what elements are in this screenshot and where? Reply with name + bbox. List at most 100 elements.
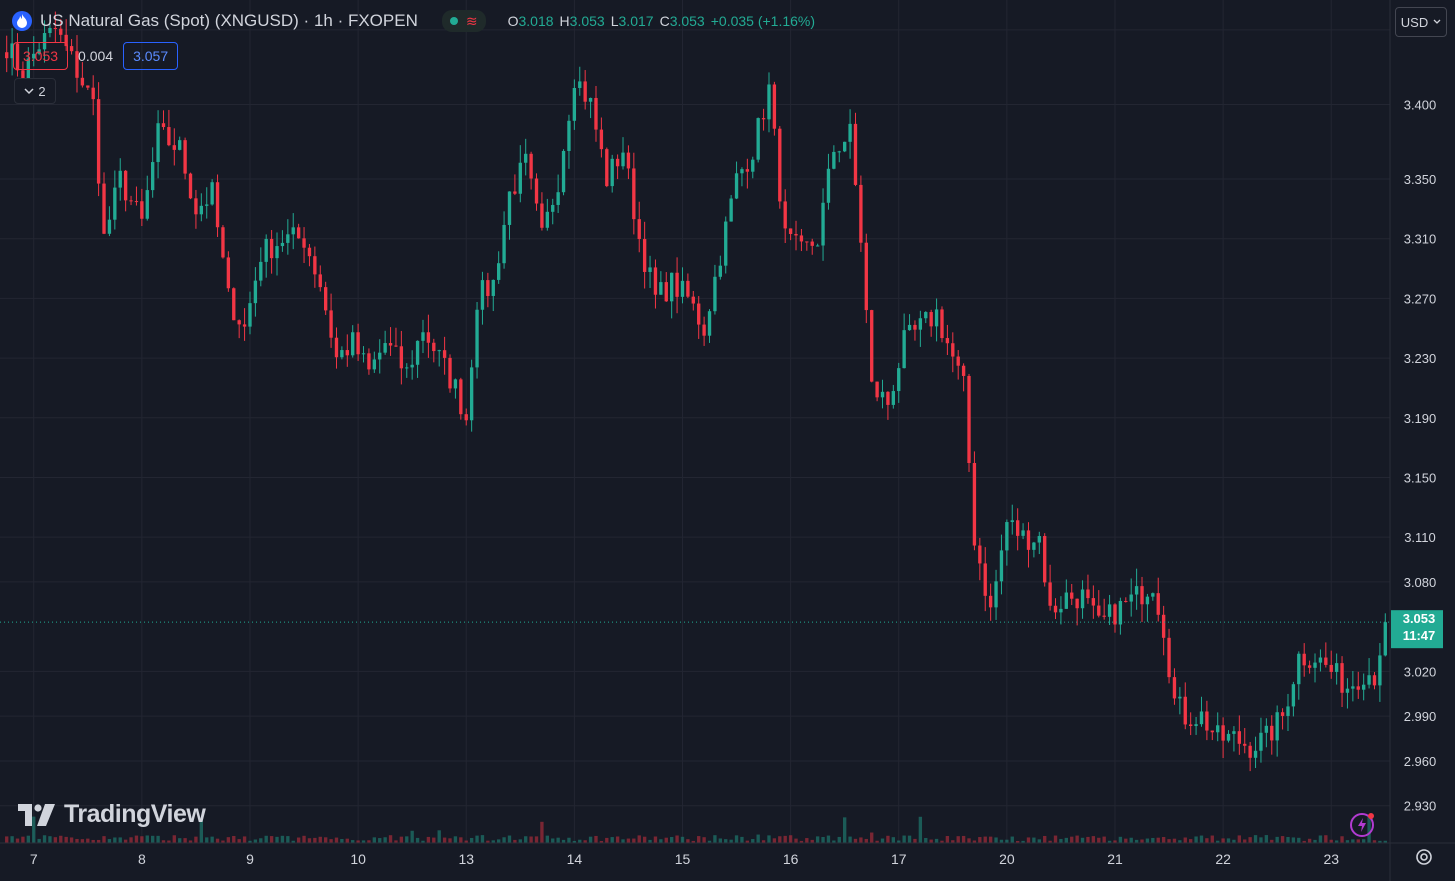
candle-body [237,320,241,325]
y-tick-label: 3.400 [1404,97,1437,112]
candle-body [778,128,782,202]
volume-bar [821,836,825,843]
y-tick-label: 3.310 [1404,232,1437,247]
candle-body [675,272,679,297]
candle-body [1021,530,1025,536]
volume-bar [848,836,852,843]
candle-body [410,364,414,368]
candle-body [1161,614,1166,638]
volume-bar [1205,838,1209,843]
volume-bar [1351,839,1355,843]
candle-body [1194,724,1198,727]
market-status-pill[interactable]: ≋ [441,10,486,32]
candle-body [188,173,193,199]
volume-bar [1248,837,1252,843]
volume-bar [26,835,31,843]
gear-icon[interactable] [1413,846,1435,868]
volume-bar [1378,840,1382,843]
volume-bar [642,836,647,843]
candle-body [734,173,739,199]
candle-body [513,191,517,194]
candle-body [1205,711,1209,731]
candle-body [588,97,593,102]
candle-body [653,267,658,295]
candle-body [491,279,495,296]
candle-body [1070,592,1074,599]
candle-body [1307,665,1312,668]
volume-bar [383,837,387,843]
volume-bar [437,830,441,843]
candle-body [167,127,171,146]
volume-bar [675,835,679,843]
volume-bar [1097,837,1101,843]
volume-bar [107,839,112,843]
quote-row: 3.053 0.004 3.057 [13,42,179,70]
candle-body [253,280,258,304]
candle-body [880,391,885,398]
candle-body [1297,653,1301,685]
volume-bar [664,837,668,843]
volume-bar [1232,839,1236,843]
volume-bar [145,835,149,843]
volume-bar [486,840,490,843]
volume-bar [1291,837,1296,843]
volume-bar [496,839,501,843]
candle-body [1334,663,1339,672]
candle-body [264,238,268,262]
volume-bar [761,840,766,843]
candle-body [280,242,285,247]
candle-body [961,365,966,376]
candle-body [15,43,20,71]
candle-body [356,332,360,355]
candle-body [1248,745,1252,758]
sell-price-button[interactable]: 3.053 [13,42,69,70]
currency-select[interactable]: USD [1395,7,1447,37]
volume-bar [1345,840,1350,843]
volume-bar [1194,836,1198,843]
volume-bar [702,837,706,843]
candle-body [621,152,625,167]
volume-bar [826,835,831,843]
candle-body [718,265,723,277]
volume-bar [221,840,225,843]
volume-bar [1210,835,1214,843]
volume-bar [1053,835,1058,843]
candle-body [1156,593,1160,615]
volume-bar [123,839,128,843]
tradingview-logo-icon [18,803,55,826]
indicators-collapse-button[interactable]: 2 [14,78,56,104]
candle-body [464,414,468,421]
candle-body [1048,582,1052,606]
buy-price-button[interactable]: 3.057 [123,42,179,70]
y-tick-label: 3.190 [1404,411,1437,426]
candle-body [1270,725,1274,741]
candle-body [707,311,712,336]
volume-bar [5,836,9,843]
candle-body [459,379,463,415]
volume-bar [740,836,744,843]
volume-bar [594,835,598,843]
candle-body [345,350,349,356]
candle-body [448,357,452,389]
candle-body [751,159,755,172]
y-tick-label: 3.110 [1404,530,1436,545]
candle-body [561,150,566,193]
volume-bar [1286,836,1290,843]
candle-body [399,346,404,369]
candle-body [632,168,636,220]
candle-body [956,356,960,366]
volume-bar [1324,835,1328,843]
volume-bar [929,839,933,843]
volume-bar [226,837,231,843]
volume-bar [648,839,652,843]
volume-bar [842,817,847,843]
bolt-icon[interactable] [1349,810,1377,838]
volume-bar [42,835,47,843]
volume-bar [156,835,160,843]
symbol-title[interactable]: US Natural Gas (Spot) (XNGUSD) · 1h · FX… [40,11,418,30]
candle-body [10,43,14,59]
spread-value: 0.004 [78,48,114,64]
candle-body [870,310,874,382]
